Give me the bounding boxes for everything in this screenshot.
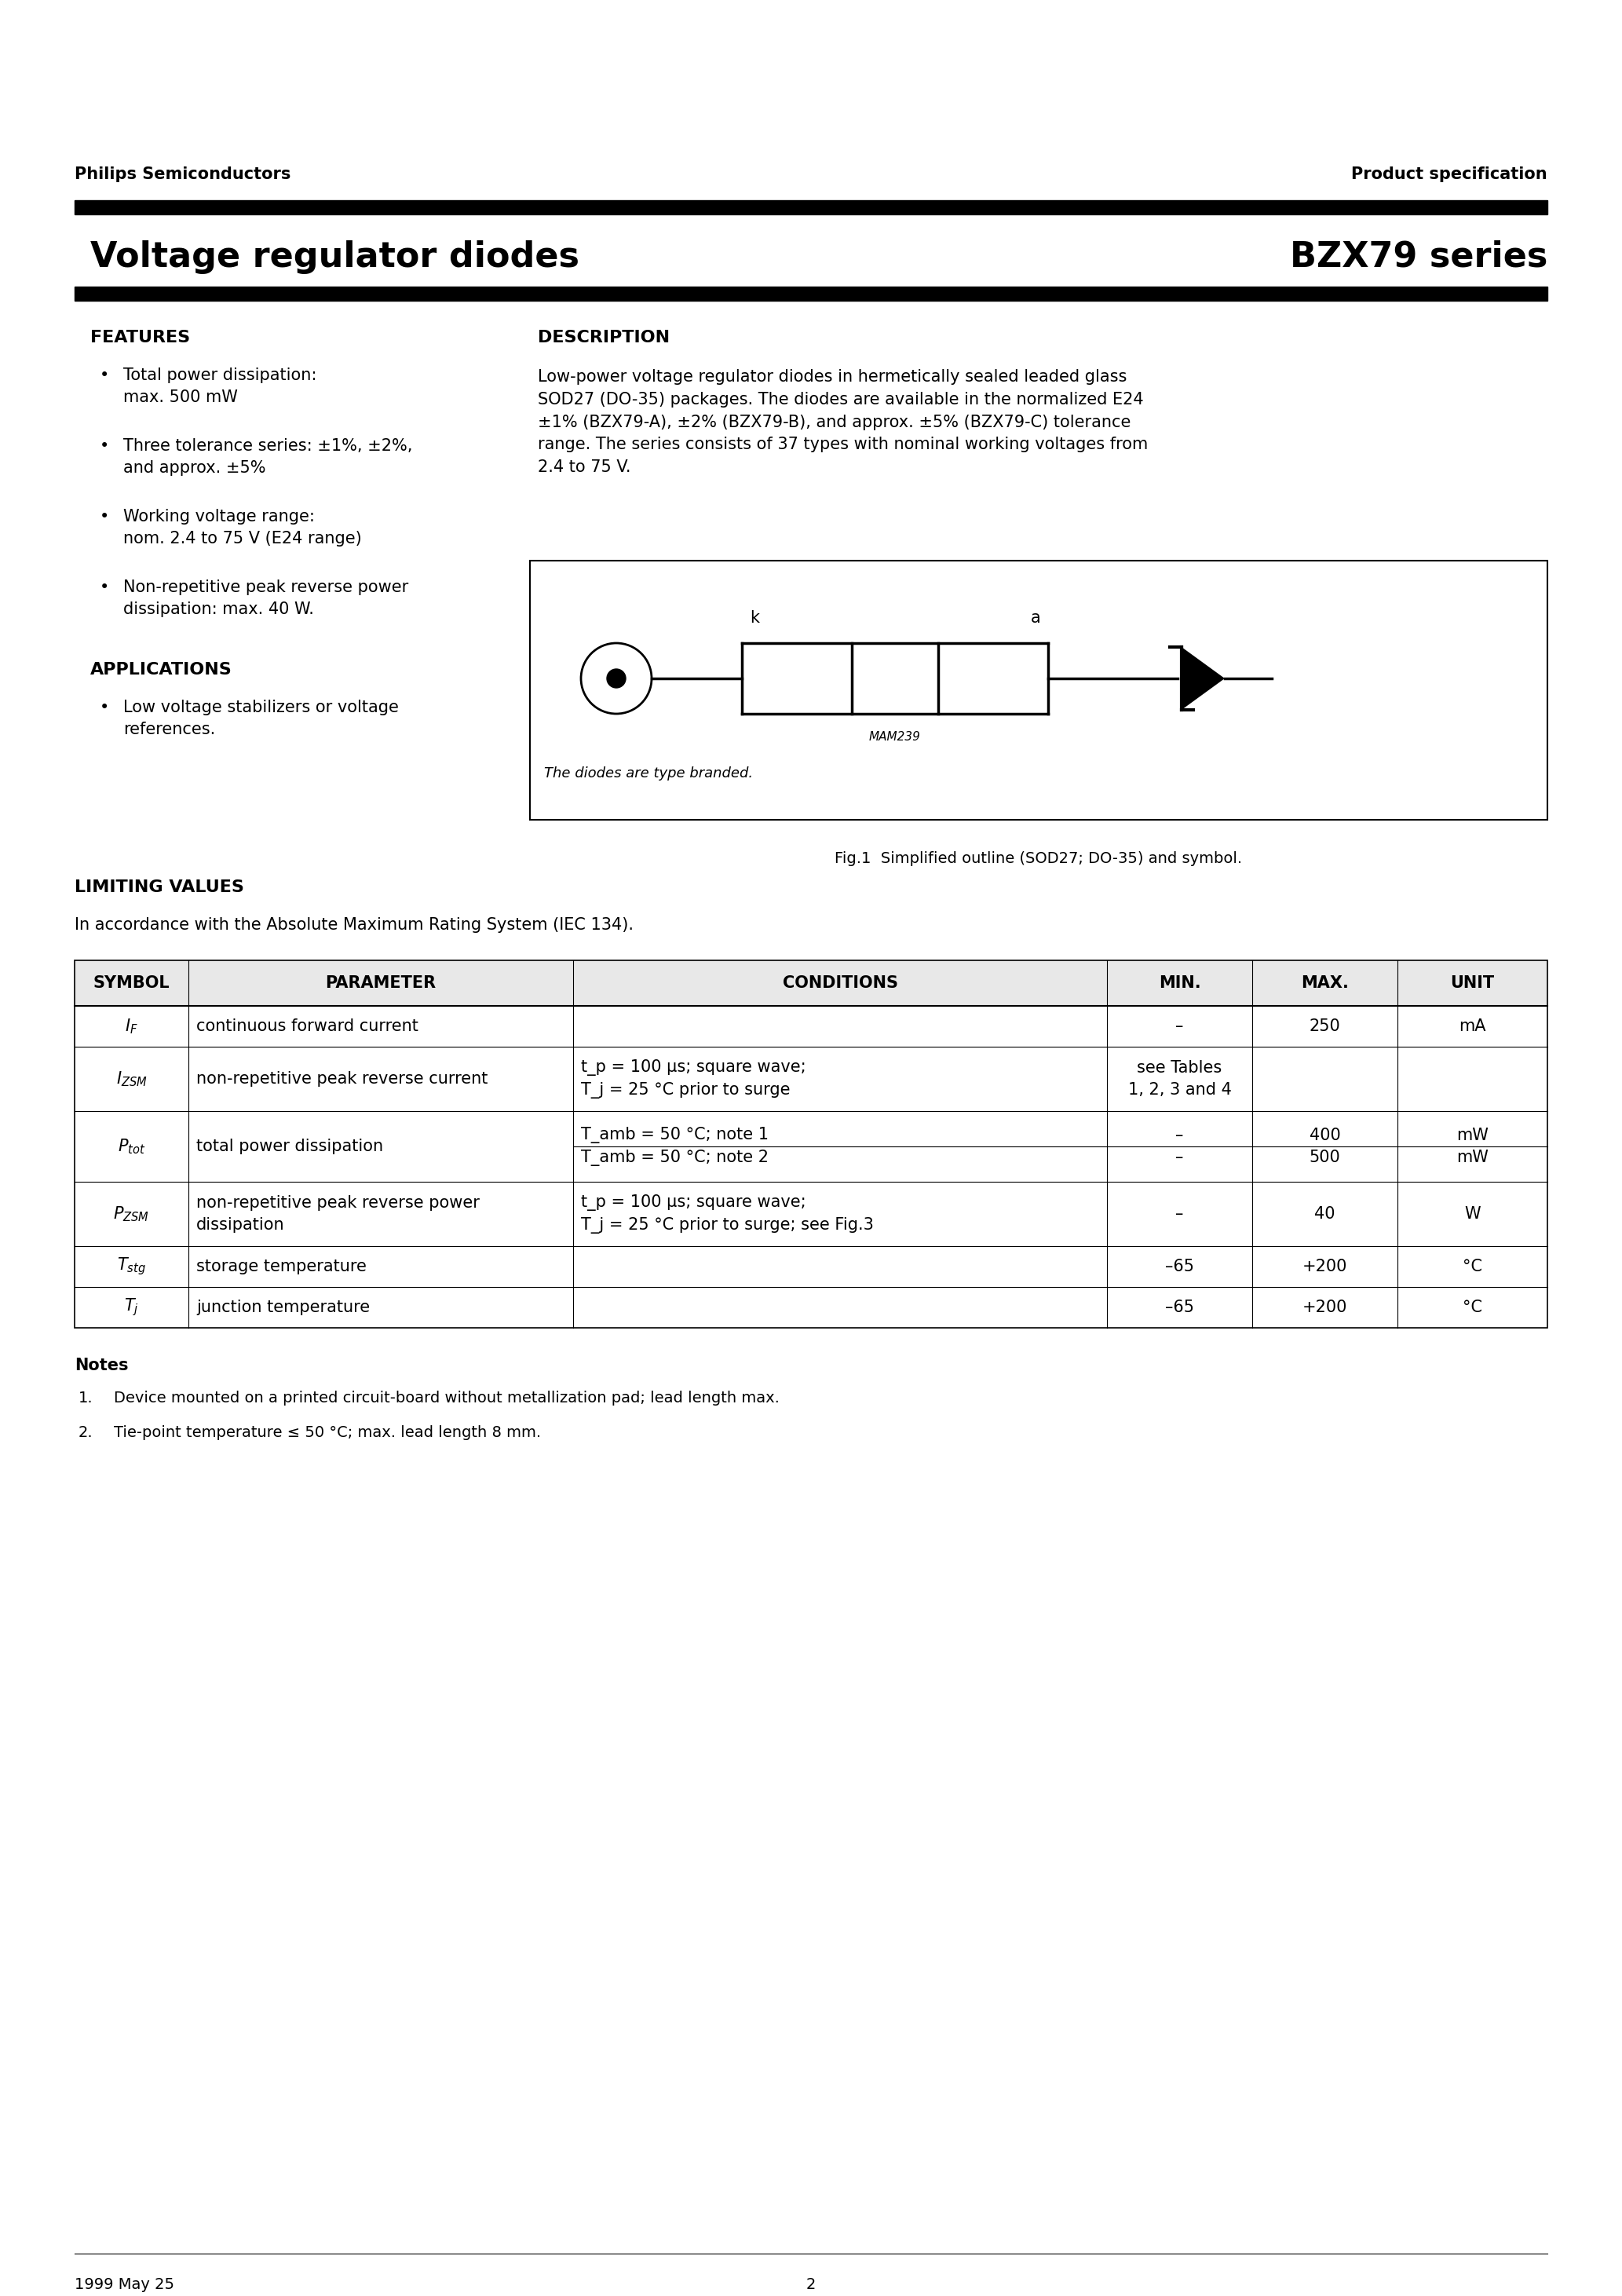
- Bar: [75, 1111, 1547, 1182]
- Text: 250: 250: [1309, 1019, 1340, 1033]
- Text: $P_{tot}$: $P_{tot}$: [117, 1137, 146, 1155]
- Bar: [852, 643, 938, 714]
- Text: total power dissipation: total power dissipation: [196, 1139, 383, 1155]
- Text: 1999 May 25: 1999 May 25: [75, 2278, 174, 2291]
- Bar: [75, 1047, 1547, 1111]
- Text: storage temperature: storage temperature: [196, 1258, 367, 1274]
- Bar: [75, 960, 1547, 1006]
- Text: MAX.: MAX.: [1301, 976, 1350, 992]
- Text: 2.: 2.: [78, 1426, 92, 1440]
- Text: BZX79 series: BZX79 series: [1289, 241, 1547, 273]
- Text: •: •: [99, 700, 109, 716]
- Text: Working voltage range:
nom. 2.4 to 75 V (E24 range): Working voltage range: nom. 2.4 to 75 V …: [123, 510, 362, 546]
- Text: –
–: – –: [1176, 1127, 1184, 1166]
- Text: The diodes are type branded.: The diodes are type branded.: [543, 767, 753, 781]
- Text: LIMITING VALUES: LIMITING VALUES: [75, 879, 243, 895]
- Text: k: k: [749, 611, 759, 627]
- Text: $P_{ZSM}$: $P_{ZSM}$: [114, 1205, 149, 1224]
- Bar: [75, 1288, 1547, 1327]
- Text: $I_{ZSM}$: $I_{ZSM}$: [115, 1070, 148, 1088]
- Text: Voltage regulator diodes: Voltage regulator diodes: [91, 241, 579, 273]
- Text: Low-power voltage regulator diodes in hermetically sealed leaded glass
SOD27 (DO: Low-power voltage regulator diodes in he…: [539, 370, 1148, 475]
- Text: Product specification: Product specification: [1351, 168, 1547, 181]
- Text: a: a: [1030, 611, 1040, 627]
- Text: +200: +200: [1302, 1300, 1348, 1316]
- Text: –: –: [1176, 1019, 1184, 1033]
- Text: 40: 40: [1314, 1205, 1335, 1221]
- Text: t_p = 100 μs; square wave;
T_j = 25 °C prior to surge: t_p = 100 μs; square wave; T_j = 25 °C p…: [581, 1058, 806, 1097]
- Text: UNIT: UNIT: [1450, 976, 1494, 992]
- Text: In accordance with the Absolute Maximum Rating System (IEC 134).: In accordance with the Absolute Maximum …: [75, 916, 634, 932]
- Text: Device mounted on a printed circuit-board without metallization pad; lead length: Device mounted on a printed circuit-boar…: [114, 1391, 780, 1405]
- Text: mA: mA: [1458, 1019, 1486, 1033]
- Text: °C: °C: [1463, 1300, 1483, 1316]
- Text: Tie-point temperature ≤ 50 °C; max. lead length 8 mm.: Tie-point temperature ≤ 50 °C; max. lead…: [114, 1426, 542, 1440]
- Text: MAM239: MAM239: [869, 730, 921, 744]
- Text: Low voltage stabilizers or voltage
references.: Low voltage stabilizers or voltage refer…: [123, 700, 399, 737]
- Text: •: •: [99, 579, 109, 595]
- Text: SYMBOL: SYMBOL: [92, 976, 170, 992]
- Text: +200: +200: [1302, 1258, 1348, 1274]
- Text: see Tables
1, 2, 3 and 4: see Tables 1, 2, 3 and 4: [1127, 1061, 1231, 1097]
- Text: $T_{stg}$: $T_{stg}$: [117, 1256, 146, 1277]
- Text: MIN.: MIN.: [1158, 976, 1200, 992]
- Text: mW
mW: mW mW: [1457, 1127, 1489, 1166]
- Polygon shape: [1181, 647, 1225, 709]
- Text: continuous forward current: continuous forward current: [196, 1019, 418, 1033]
- Text: non-repetitive peak reverse power
dissipation: non-repetitive peak reverse power dissip…: [196, 1196, 480, 1233]
- Text: •: •: [99, 439, 109, 455]
- Text: –65: –65: [1165, 1258, 1194, 1274]
- Bar: [75, 200, 1547, 214]
- Text: Three tolerance series: ±1%, ±2%,
and approx. ±5%: Three tolerance series: ±1%, ±2%, and ap…: [123, 439, 412, 475]
- Text: Fig.1  Simplified outline (SOD27; DO-35) and symbol.: Fig.1 Simplified outline (SOD27; DO-35) …: [835, 852, 1242, 866]
- Text: –65: –65: [1165, 1300, 1194, 1316]
- Text: •: •: [99, 510, 109, 523]
- Text: 1.: 1.: [78, 1391, 92, 1405]
- Bar: [75, 1006, 1547, 1047]
- Text: CONDITIONS: CONDITIONS: [782, 976, 897, 992]
- Text: T_amb = 50 °C; note 1
T_amb = 50 °C; note 2: T_amb = 50 °C; note 1 T_amb = 50 °C; not…: [581, 1127, 769, 1166]
- Text: $I_{F}$: $I_{F}$: [125, 1017, 138, 1035]
- Circle shape: [607, 668, 626, 689]
- Text: non-repetitive peak reverse current: non-repetitive peak reverse current: [196, 1070, 488, 1086]
- Bar: [530, 560, 1547, 820]
- Text: Non-repetitive peak reverse power
dissipation: max. 40 W.: Non-repetitive peak reverse power dissip…: [123, 579, 409, 618]
- Bar: [75, 287, 1547, 301]
- Bar: [75, 1182, 1547, 1247]
- Text: Notes: Notes: [75, 1357, 128, 1373]
- Bar: [75, 1247, 1547, 1288]
- Text: FEATURES: FEATURES: [91, 331, 190, 344]
- Text: DESCRIPTION: DESCRIPTION: [539, 331, 670, 344]
- Text: W: W: [1465, 1205, 1481, 1221]
- Text: $T_{j}$: $T_{j}$: [125, 1297, 139, 1318]
- Text: junction temperature: junction temperature: [196, 1300, 370, 1316]
- Text: Total power dissipation:
max. 500 mW: Total power dissipation: max. 500 mW: [123, 367, 316, 404]
- Text: °C: °C: [1463, 1258, 1483, 1274]
- Text: 400
500: 400 500: [1309, 1127, 1340, 1166]
- Text: APPLICATIONS: APPLICATIONS: [91, 661, 232, 677]
- Text: •: •: [99, 367, 109, 383]
- Text: t_p = 100 μs; square wave;
T_j = 25 °C prior to surge; see Fig.3: t_p = 100 μs; square wave; T_j = 25 °C p…: [581, 1194, 874, 1233]
- Text: –: –: [1176, 1205, 1184, 1221]
- Bar: [75, 960, 1547, 1327]
- Text: PARAMETER: PARAMETER: [326, 976, 436, 992]
- Text: 2: 2: [806, 2278, 816, 2291]
- Text: Philips Semiconductors: Philips Semiconductors: [75, 168, 290, 181]
